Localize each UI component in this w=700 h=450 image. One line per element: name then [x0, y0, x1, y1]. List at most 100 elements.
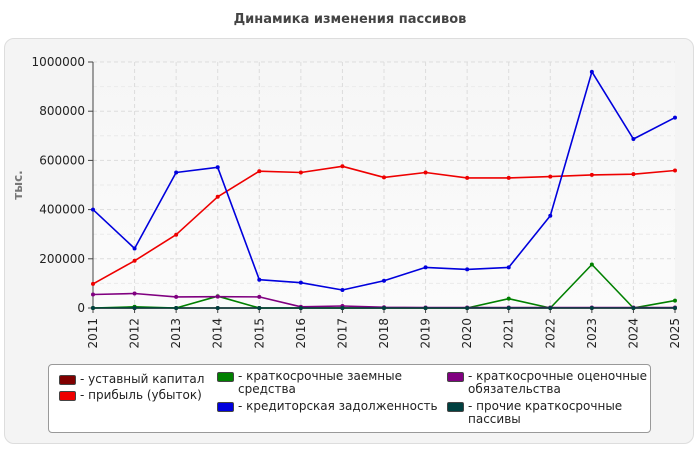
y-axis-label: тыс.	[11, 170, 25, 199]
y-tick-label: 800000	[39, 104, 85, 118]
legend-swatch	[59, 391, 76, 401]
data-point	[589, 69, 594, 74]
x-tick-label: 2012	[128, 318, 142, 349]
data-point	[132, 291, 137, 296]
data-point	[506, 306, 511, 310]
legend-label: - краткосрочные оценочные обязательства	[468, 369, 647, 396]
data-point	[215, 194, 220, 199]
data-point	[257, 294, 262, 299]
legend-label: - кредиторская задолженность	[238, 399, 438, 413]
y-tick-label: 200000	[39, 252, 85, 266]
x-tick-label: 2023	[585, 318, 599, 349]
data-point	[91, 292, 95, 297]
x-tick-label: 2021	[502, 318, 516, 349]
data-point	[340, 164, 345, 169]
legend: - уставный капитал - прибыль (убыток) - …	[48, 364, 651, 433]
data-point	[215, 306, 220, 310]
data-point	[298, 306, 303, 310]
data-point	[174, 170, 179, 175]
x-tick-label: 2024	[626, 318, 640, 349]
data-point	[548, 213, 553, 218]
x-tick-labels: 2011 2012 2013 2014 2015 2016 2017 2018 2019 2020…	[86, 318, 682, 349]
data-point	[91, 306, 95, 310]
legend-swatch	[217, 372, 234, 382]
data-point	[589, 306, 594, 310]
data-point	[382, 278, 386, 283]
data-point	[174, 306, 179, 310]
data-point	[132, 246, 137, 251]
legend-label: - прибыль (убыток)	[80, 388, 202, 402]
legend-swatch	[447, 402, 464, 412]
data-point	[423, 306, 428, 310]
legend-label: - краткосрочные заемные средства	[238, 369, 402, 396]
data-point	[631, 172, 636, 177]
data-point	[132, 258, 137, 263]
data-point	[589, 262, 594, 267]
legend-item-charter-capital: - уставный капитал	[59, 373, 219, 386]
x-tick-label: 2017	[335, 318, 349, 349]
legend-label: - уставный капитал	[80, 372, 205, 386]
data-point	[465, 306, 470, 310]
x-tick-label: 2013	[169, 318, 183, 349]
y-tick-label: 1000000	[32, 55, 85, 69]
data-point	[132, 306, 137, 310]
y-tick-label: 600000	[39, 153, 85, 167]
data-point	[589, 172, 594, 177]
data-point	[506, 296, 511, 301]
data-point	[382, 175, 386, 180]
data-point	[91, 207, 95, 212]
data-point	[382, 306, 386, 310]
data-point	[340, 306, 345, 310]
legend-item-short-term-loans: - краткосрочные заемные средства	[217, 370, 407, 396]
data-point	[91, 281, 95, 286]
data-point	[215, 165, 220, 170]
x-tick-label: 2018	[377, 318, 391, 349]
data-point	[257, 277, 262, 282]
series-1	[91, 164, 677, 286]
x-tick-label: 2015	[252, 318, 266, 349]
data-point	[423, 170, 428, 175]
data-point	[174, 294, 179, 299]
data-point	[215, 294, 220, 299]
data-point	[174, 232, 179, 237]
data-point	[673, 306, 677, 310]
legend-item-profit: - прибыль (убыток)	[59, 389, 219, 402]
legend-item-other-liabilities: - прочие краткосрочные пассивы	[447, 400, 647, 426]
series-lines	[91, 69, 677, 310]
x-tick-label: 2022	[543, 318, 557, 349]
data-point	[673, 168, 677, 173]
x-tick-label: 2020	[460, 318, 474, 349]
legend-swatch	[217, 402, 234, 412]
data-point	[548, 174, 553, 179]
data-point	[673, 115, 677, 120]
legend-item-estimated-liabilities: - краткосрочные оценочные обязательства	[447, 370, 647, 396]
data-point	[257, 169, 262, 174]
data-point	[631, 306, 636, 310]
legend-swatch	[59, 375, 76, 385]
legend-label: - прочие краткосрочные пассивы	[468, 399, 623, 426]
data-point	[548, 306, 553, 310]
data-point	[631, 136, 636, 141]
data-point	[506, 175, 511, 180]
series-5	[91, 306, 677, 310]
x-tick-label: 2014	[211, 318, 225, 349]
data-point	[423, 265, 428, 270]
chart-title: Динамика изменения пассивов	[233, 12, 467, 27]
data-point	[257, 306, 262, 310]
data-point	[298, 280, 303, 285]
data-point	[465, 175, 470, 180]
data-point	[506, 265, 511, 270]
y-tick-labels: 0 200000 400000 600000 800000 1000000	[32, 55, 85, 315]
y-tick-label: 0	[77, 301, 85, 315]
y-tick-label: 400000	[39, 203, 85, 217]
data-point	[673, 298, 677, 303]
data-point	[298, 170, 303, 175]
data-point	[340, 288, 345, 293]
grid-lines	[93, 61, 675, 308]
legend-item-accounts-payable: - кредиторская задолженность	[217, 400, 447, 413]
x-tick-label: 2019	[419, 318, 433, 349]
x-tick-label: 2011	[86, 318, 100, 349]
series-3	[91, 69, 677, 293]
x-tick-label: 2016	[294, 318, 308, 349]
